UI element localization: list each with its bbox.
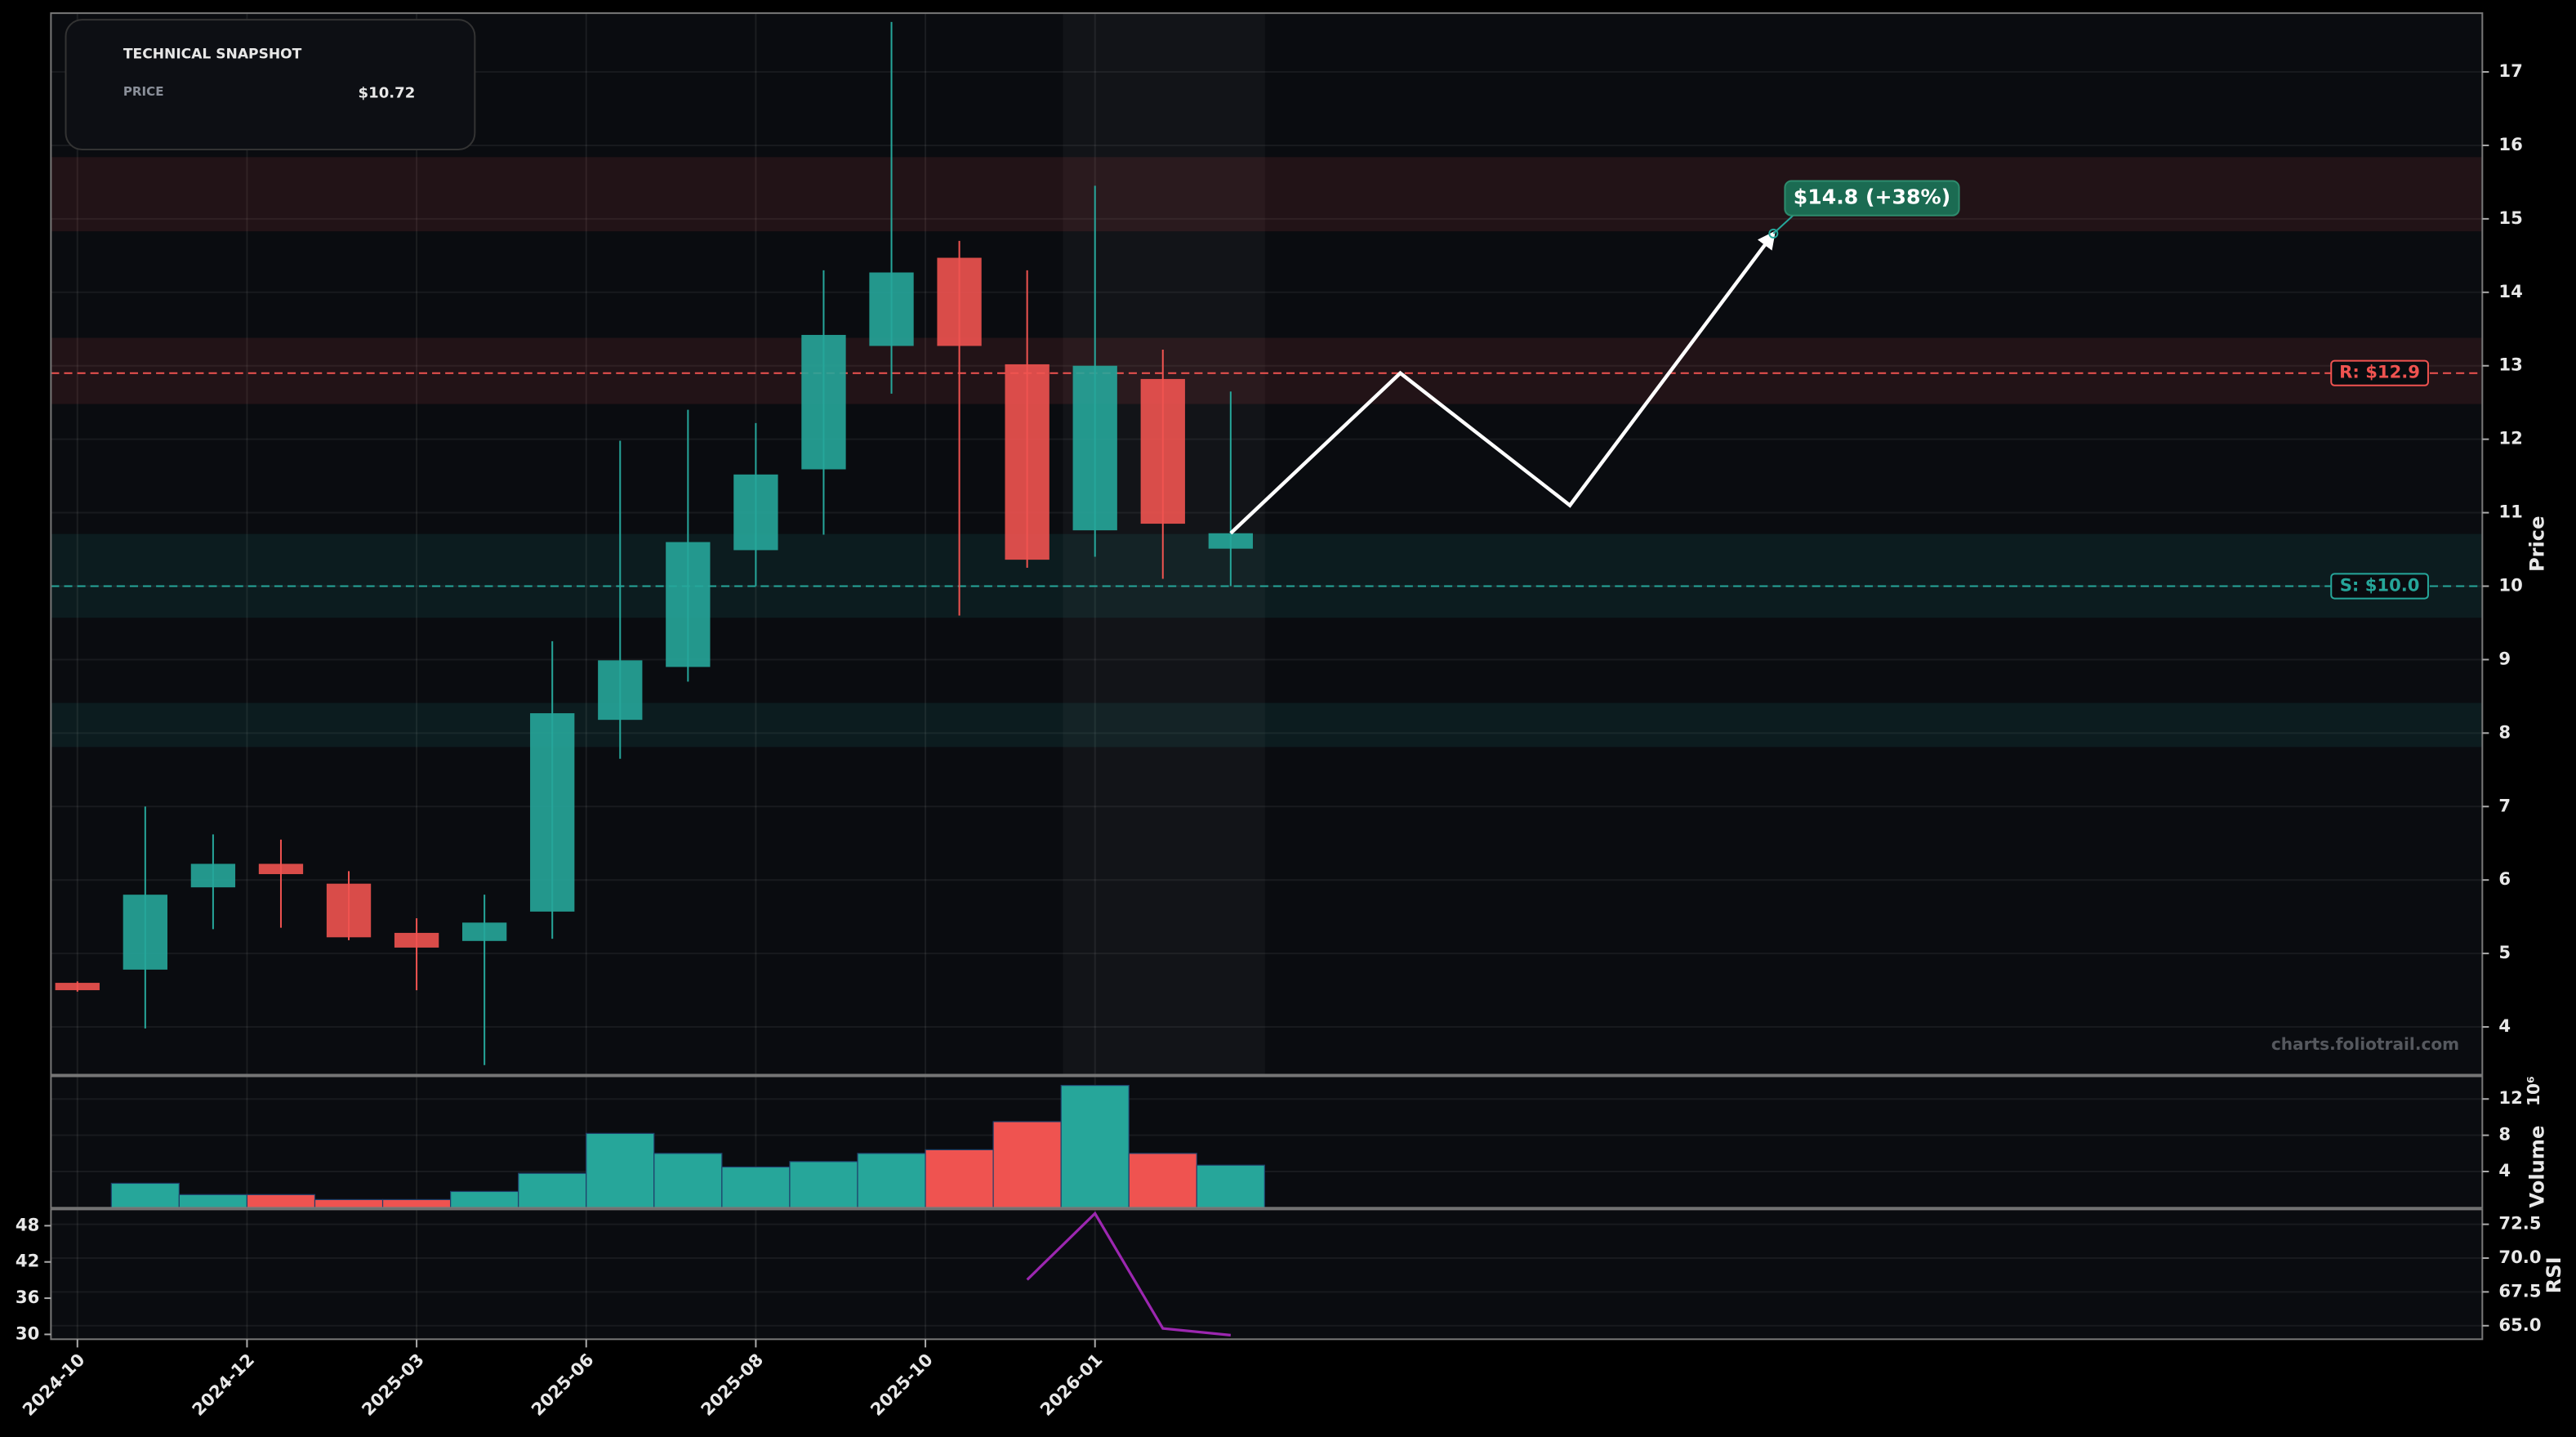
volume-bar <box>178 1194 248 1209</box>
target-label: $14.8 (+38%) <box>1794 185 1950 209</box>
volume-bar <box>246 1194 316 1209</box>
candle-body <box>123 895 167 970</box>
y-tick-label: 6 <box>2498 868 2511 889</box>
rsi-line <box>1026 1211 1231 1337</box>
price-frame <box>50 12 2484 1076</box>
y-tick-label: 8 <box>2498 1124 2511 1145</box>
candle-body <box>530 713 575 912</box>
zone <box>51 157 2483 232</box>
volume-bar <box>992 1121 1062 1209</box>
volume-bar <box>789 1161 858 1209</box>
y-tick-label: 11 <box>2498 502 2522 522</box>
y-tick-label: 12 <box>2498 1087 2522 1108</box>
candle-body <box>801 334 846 470</box>
volume-bar <box>450 1190 519 1209</box>
rsi-panel <box>51 1209 2483 1340</box>
target-box <box>1784 180 1960 216</box>
support-label: S: $10.0 <box>2340 574 2420 595</box>
candle-body <box>394 932 439 948</box>
volume-bar <box>1196 1164 1265 1209</box>
y-tick-label: 13 <box>2498 355 2522 375</box>
volume-bar <box>1128 1153 1197 1209</box>
y2-tick-label: 36 <box>16 1287 39 1307</box>
watermark: charts.foliotrail.com <box>2271 1034 2459 1054</box>
y-tick-label: 4 <box>2498 1160 2511 1180</box>
y-tick-label: 8 <box>2498 721 2511 742</box>
candle-body <box>869 272 914 346</box>
volume-bar <box>314 1198 384 1209</box>
y-tick-label: 7 <box>2498 795 2511 815</box>
volume-bar <box>110 1182 180 1209</box>
y-tick-label: 10 <box>2498 574 2522 595</box>
volume-panel <box>51 1076 2483 1208</box>
target-connector <box>1772 214 1794 234</box>
candle-body <box>1140 378 1185 524</box>
candle-body <box>55 983 100 991</box>
zone <box>51 703 2483 748</box>
y-tick-label: 14 <box>2498 281 2522 301</box>
resistance-label-box <box>2330 359 2429 386</box>
volume-bar <box>586 1132 655 1209</box>
target-point <box>1768 228 1779 239</box>
candle-body <box>598 660 643 721</box>
volume-scale-label: 10⁶ <box>2524 1076 2543 1106</box>
snapshot-price: $10.72 <box>359 85 416 102</box>
volume-bar <box>518 1172 587 1209</box>
y2-tick-label: 48 <box>16 1214 39 1234</box>
candle-body <box>1072 365 1117 531</box>
y-tick-label: 9 <box>2498 648 2511 668</box>
y2-tick-label: 30 <box>16 1323 39 1343</box>
candle-body <box>326 883 372 938</box>
candle-body <box>733 474 778 551</box>
y-tick-label: 16 <box>2498 134 2522 154</box>
price-panel <box>51 13 2483 1075</box>
candle-body <box>461 922 507 941</box>
y-tick-label: 67.5 <box>2498 1280 2541 1301</box>
candle-body <box>1005 364 1050 560</box>
candle-body <box>190 864 236 888</box>
y-tick-label: 72.5 <box>2498 1213 2541 1234</box>
projection-line <box>1229 230 1776 535</box>
volume-bar <box>925 1149 994 1209</box>
candle-body <box>1208 533 1253 549</box>
y-tick-label: 15 <box>2498 208 2522 228</box>
y-tick-label: 4 <box>2498 1015 2511 1036</box>
candle-body <box>666 542 711 667</box>
snapshot-box <box>65 19 476 151</box>
rsi-frame <box>50 1208 2484 1341</box>
volume-bar <box>721 1166 791 1209</box>
volume-axis-label: Volume <box>2526 1126 2549 1208</box>
y-tick-label: 65.0 <box>2498 1314 2541 1335</box>
zone <box>51 533 2483 618</box>
candle-body <box>258 864 304 874</box>
volume-bar <box>857 1153 926 1209</box>
y-tick-label: 70.0 <box>2498 1247 2541 1267</box>
resistance-label: R: $12.9 <box>2339 362 2420 382</box>
y-tick-label: 17 <box>2498 60 2522 81</box>
candle-body <box>937 257 982 346</box>
zone <box>51 337 2483 404</box>
volume-bar <box>653 1153 723 1209</box>
volume-frame <box>50 1075 2484 1209</box>
y2-tick-label: 42 <box>16 1251 39 1271</box>
snapshot-title: TECHNICAL SNAPSHOT <box>123 46 302 62</box>
snapshot-label: PRICE <box>123 84 164 99</box>
volume-bar <box>381 1198 452 1209</box>
rsi-axis-label: RSI <box>2543 1256 2565 1293</box>
y-tick-label: 12 <box>2498 428 2522 449</box>
y-tick-label: 5 <box>2498 942 2511 962</box>
volume-bar <box>1060 1084 1130 1209</box>
price-axis-label: Price <box>2526 516 2549 573</box>
support-label-box <box>2330 573 2429 600</box>
